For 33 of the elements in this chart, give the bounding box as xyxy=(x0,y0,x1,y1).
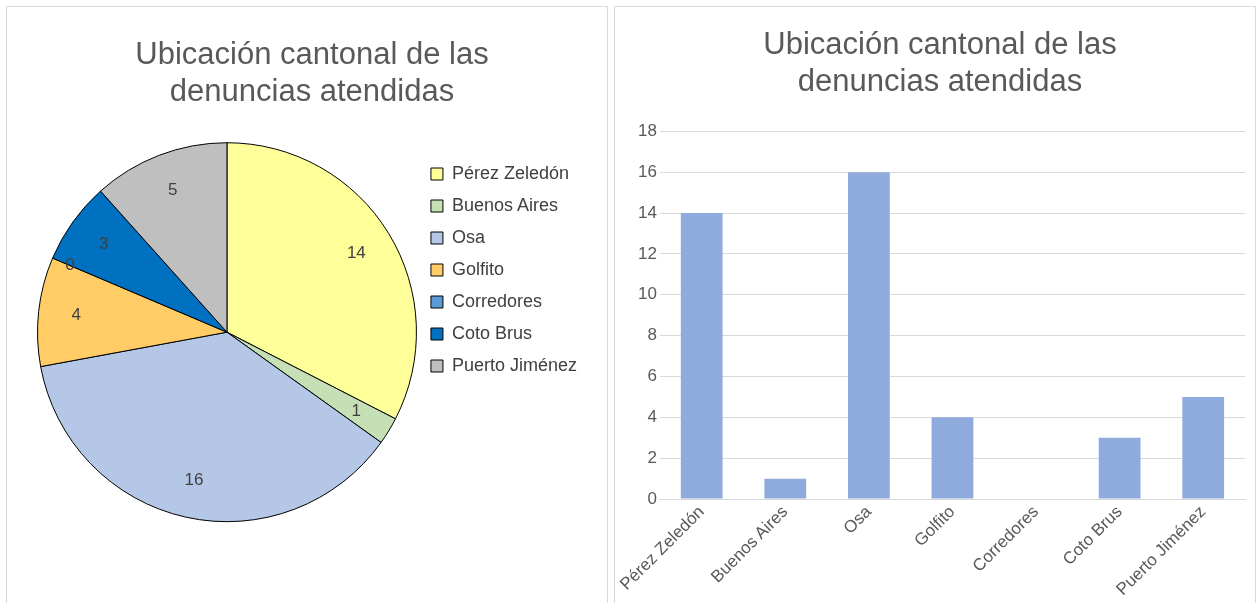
legend-label: Coto Brus xyxy=(451,322,532,343)
y-tick-label: 14 xyxy=(637,202,657,222)
y-tick-label: 18 xyxy=(637,121,657,141)
text: 0 xyxy=(65,255,75,275)
y-tick-label: 4 xyxy=(647,407,657,427)
y-tick-label: 8 xyxy=(647,325,657,345)
legend-label: Golfito xyxy=(451,258,504,279)
legend-label: Buenos Aires xyxy=(451,194,559,215)
data-label: 5 xyxy=(168,180,178,200)
y-tick-label: 12 xyxy=(637,243,657,263)
y-tick-label: 6 xyxy=(647,366,657,386)
legend-label: Puerto Jiménez xyxy=(451,354,577,375)
bar xyxy=(931,417,974,499)
bar xyxy=(1098,437,1141,499)
chart-title: Ubicación cantonal de las denuncias atendidas xyxy=(135,36,489,109)
bar xyxy=(847,172,890,499)
legend-label: Pérez Zeledón xyxy=(451,162,570,183)
x-tick-label: Osa xyxy=(839,501,876,538)
y-tick-label: 10 xyxy=(637,284,657,304)
data-label: 1 xyxy=(351,400,362,420)
data-label: 16 xyxy=(184,469,204,489)
chart-title: Ubicación cantonal de las denuncias atendidas xyxy=(763,26,1117,99)
data-label: 14 xyxy=(346,242,366,262)
bar xyxy=(680,213,723,499)
data-label: 4 xyxy=(71,305,82,325)
legend-label: Osa xyxy=(451,226,486,247)
bar xyxy=(764,478,807,499)
y-tick-label: 0 xyxy=(647,488,657,508)
data-label: 3 xyxy=(98,233,109,253)
bar xyxy=(1182,396,1225,499)
legend-label: Corredores xyxy=(451,290,542,311)
y-tick-label: 16 xyxy=(637,161,657,181)
y-tick-label: 2 xyxy=(647,447,657,467)
